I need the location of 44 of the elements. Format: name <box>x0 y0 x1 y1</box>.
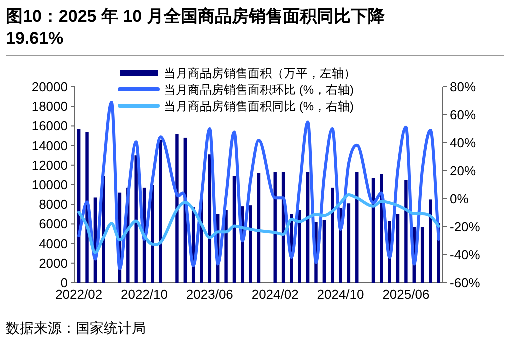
bar <box>306 172 310 283</box>
y-tick-label: 12000 <box>32 158 68 173</box>
x-tick-label: 2025/06 <box>382 287 430 302</box>
y-tick-label: 20000 <box>32 80 68 94</box>
bar <box>331 188 334 283</box>
legend-label: 当月商品房销售面积（万平，左轴） <box>164 66 356 80</box>
y2-tick-label: -40% <box>450 248 481 262</box>
legend-label: 当月商品房销售面积环比 (%，右轴) <box>164 83 354 97</box>
source-note: 数据来源：国家统计局 <box>6 320 146 336</box>
y-tick-label: 4000 <box>39 236 68 252</box>
legend-label: 当月商品房销售面积同比 (%，右轴) <box>164 100 354 114</box>
x-tick-label: 2022/10 <box>121 287 168 302</box>
y-tick-label: 16000 <box>32 118 68 134</box>
x-tick-label: 2023/06 <box>186 287 234 302</box>
x-tick-label: 2024/10 <box>317 287 364 302</box>
bar <box>208 154 212 283</box>
y-tick-label: 8000 <box>39 197 68 212</box>
y-tick-label: 2000 <box>39 256 68 271</box>
bar <box>249 206 252 283</box>
bar <box>176 134 179 283</box>
bar <box>159 140 162 283</box>
bar <box>232 176 236 283</box>
y2-tick-label: -60% <box>450 276 481 290</box>
bar <box>257 173 261 283</box>
bar <box>396 214 400 283</box>
y-tick-label: 18000 <box>32 99 68 114</box>
y-tick-label: 14000 <box>32 138 68 154</box>
y2-tick-label: 40% <box>450 136 476 150</box>
y-tick-label: 6000 <box>39 216 68 232</box>
bar <box>356 172 359 283</box>
y2-tick-label: 20% <box>450 164 476 178</box>
bar <box>322 220 326 283</box>
y-tick-label: 10000 <box>32 178 68 192</box>
bar <box>420 227 424 283</box>
bar <box>429 200 432 283</box>
bar <box>347 204 351 283</box>
y2-tick-label: -20% <box>450 220 481 234</box>
bar <box>404 180 408 283</box>
y2-tick-label: 60% <box>450 108 476 122</box>
title: 图10：2025 年 10 月全国商品房销售面积同比下降19.61% <box>6 7 385 48</box>
bar <box>134 156 138 283</box>
y2-tick-label: 0% <box>450 192 470 206</box>
x-tick-label: 2024/02 <box>252 287 299 302</box>
y2-tick-label: 80% <box>450 80 476 94</box>
